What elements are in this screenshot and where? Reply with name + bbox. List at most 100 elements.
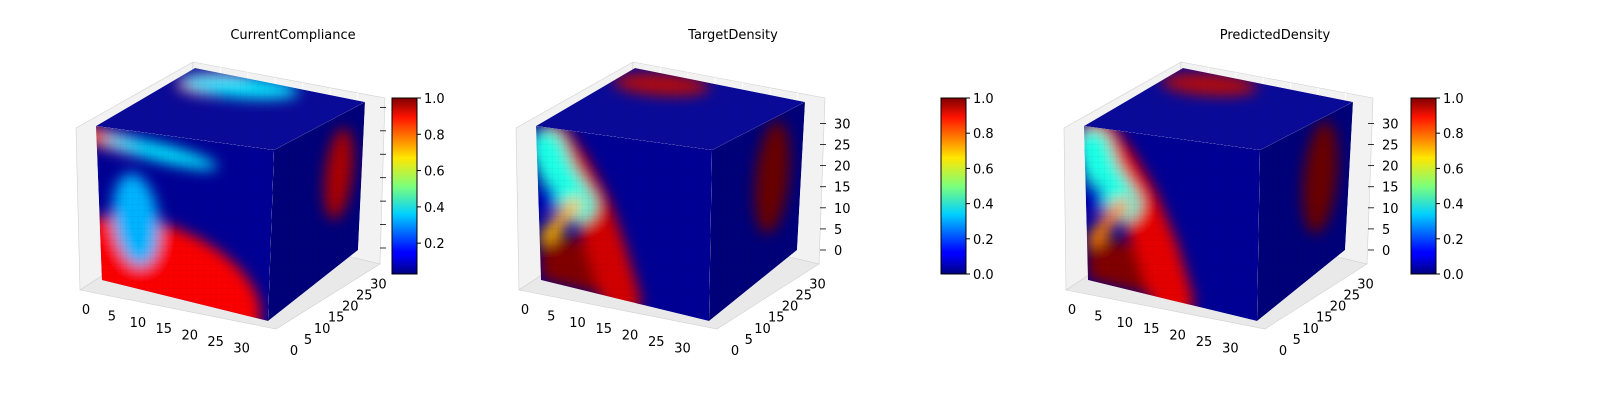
- colorbar-tick-label: 0.8: [424, 128, 445, 143]
- z-tick-label: 20: [834, 160, 851, 175]
- cube-face-right: [709, 102, 805, 321]
- cube-face-front: [1084, 126, 1260, 321]
- y-tick-label: 0: [731, 344, 739, 359]
- x-tick-label: 5: [547, 309, 555, 324]
- colorbar-tick-label: 0.4: [1443, 198, 1464, 213]
- colorbar-gradient: [1410, 97, 1437, 275]
- x-tick-label: 0: [82, 303, 90, 318]
- voxel-grid: [1084, 126, 1260, 321]
- z-tick-label: 10: [834, 202, 851, 217]
- x-tick-label: 15: [595, 322, 612, 337]
- cube-face-top: [536, 68, 805, 150]
- chart-title: PredictedDensity: [1220, 28, 1331, 43]
- colorbar-tick-label: 0.2: [1443, 233, 1464, 248]
- x-tick-label: 0: [521, 303, 529, 318]
- cube-face-top: [1084, 68, 1353, 150]
- voxel-grid: [709, 102, 805, 321]
- y-tick-label: 10: [754, 322, 771, 337]
- z-tick-label: 10: [1382, 202, 1399, 217]
- y-tick-label: 25: [795, 289, 812, 304]
- z-axis: [380, 106, 386, 249]
- z-tick-label: 30: [1382, 117, 1399, 132]
- colorbar-tick-label: 0.6: [424, 165, 445, 180]
- z-tick-label: 30: [834, 117, 851, 132]
- x-tick-label: 20: [181, 329, 198, 344]
- x-tick-label: 30: [233, 341, 250, 356]
- x-tick-label: 25: [1196, 335, 1213, 350]
- y-tick-label: 25: [1343, 289, 1360, 304]
- x-tick-label: 15: [1143, 322, 1160, 337]
- y-tick-label: 20: [782, 300, 799, 315]
- face-shade: [268, 102, 365, 321]
- x-tick-label: 15: [156, 322, 173, 337]
- x-tick-label: 30: [674, 341, 691, 356]
- x-tick-label: 10: [1117, 316, 1134, 331]
- x-tick-label: 10: [130, 316, 147, 331]
- colorbar-tick-label: 1.0: [1443, 92, 1464, 107]
- colorbar-tick-label: 0.8: [1443, 127, 1464, 142]
- chart-title: CurrentCompliance: [230, 28, 355, 43]
- colorbar-tick-label: 1.0: [424, 92, 445, 107]
- voxel-grid: [96, 126, 274, 321]
- y-tick-label: 30: [370, 277, 387, 292]
- colorbar-tick-label: 0.4: [973, 198, 994, 213]
- y-tick-label: 5: [304, 333, 312, 348]
- cube-face-right: [1257, 102, 1353, 321]
- subplot-target-density: TargetDensity 0 5 10 15 20 25 30 05101520253005…: [515, 28, 994, 359]
- y-tick-label: 15: [768, 311, 785, 326]
- face-shade: [536, 68, 805, 150]
- x-tick-label: 5: [1094, 309, 1102, 324]
- colorbar: 0.0 0.2 0.4 0.6 0.8 1.0: [1410, 92, 1464, 283]
- x-tick-label: 0: [1068, 303, 1076, 318]
- x-tick-label: 20: [1169, 329, 1186, 344]
- cube-face-front: [96, 126, 274, 321]
- voxel-grid: [1257, 102, 1353, 321]
- face-shade: [96, 68, 365, 150]
- x-tick-label: 5: [108, 309, 116, 324]
- z-tick-label: 25: [834, 139, 851, 154]
- z-tick-label: 15: [1382, 181, 1399, 196]
- colorbar-tick-label: 0.8: [973, 127, 994, 142]
- subplot-current-compliance: CurrentCompliance 0 5 10 15 20 25 30 0510152025…: [75, 28, 445, 359]
- x-tick-label: 20: [622, 329, 639, 344]
- voxel-grid: [1084, 68, 1353, 150]
- face-shade: [709, 102, 805, 321]
- z-axis: [820, 123, 826, 251]
- colorbar-tick-label: 0.6: [973, 162, 994, 177]
- colorbar-gradient: [391, 97, 418, 275]
- cube-face-right: [268, 102, 365, 321]
- z-tick-label: 0: [1382, 244, 1390, 259]
- cube-face-front: [536, 126, 712, 321]
- y-tick-label: 20: [1330, 300, 1347, 315]
- colorbar-tick-label: 0.2: [424, 237, 445, 252]
- face-shade: [1084, 68, 1353, 150]
- z-tick-label: 5: [834, 223, 842, 238]
- colorbar-tick-label: 0.4: [424, 201, 445, 216]
- colorbar-tick-label: 0.6: [1443, 162, 1464, 177]
- z-axis: [1368, 123, 1374, 251]
- colorbar-tick-label: 0.2: [973, 233, 994, 248]
- colorbar: 0.2 0.4 0.6 0.8 1.0: [391, 92, 445, 275]
- y-tick-label: 5: [1293, 333, 1301, 348]
- y-tick-label: 20: [342, 300, 359, 315]
- y-tick-label: 30: [809, 277, 826, 292]
- x-tick-label: 25: [207, 335, 224, 350]
- z-tick-label: 5: [1382, 223, 1390, 238]
- voxel-grid: [536, 126, 712, 321]
- y-tick-label: 30: [1357, 277, 1374, 292]
- x-tick-label: 25: [648, 335, 665, 350]
- z-tick-label: 15: [834, 181, 851, 196]
- colorbar-gradient: [940, 97, 967, 275]
- cube-face-top: [96, 68, 365, 150]
- face-shade: [1257, 102, 1353, 321]
- y-tick-label: 15: [1316, 311, 1333, 326]
- colorbar-tick-label: 0.0: [973, 268, 994, 283]
- subplot-predicted-density: PredictedDensity 0 5 10 15 20 25 30 05101520253…: [1063, 28, 1464, 359]
- voxel-grid: [536, 68, 805, 150]
- y-tick-label: 25: [356, 289, 373, 304]
- colorbar-tick-label: 0.0: [1443, 268, 1464, 283]
- colorbar-tick-label: 1.0: [973, 92, 994, 107]
